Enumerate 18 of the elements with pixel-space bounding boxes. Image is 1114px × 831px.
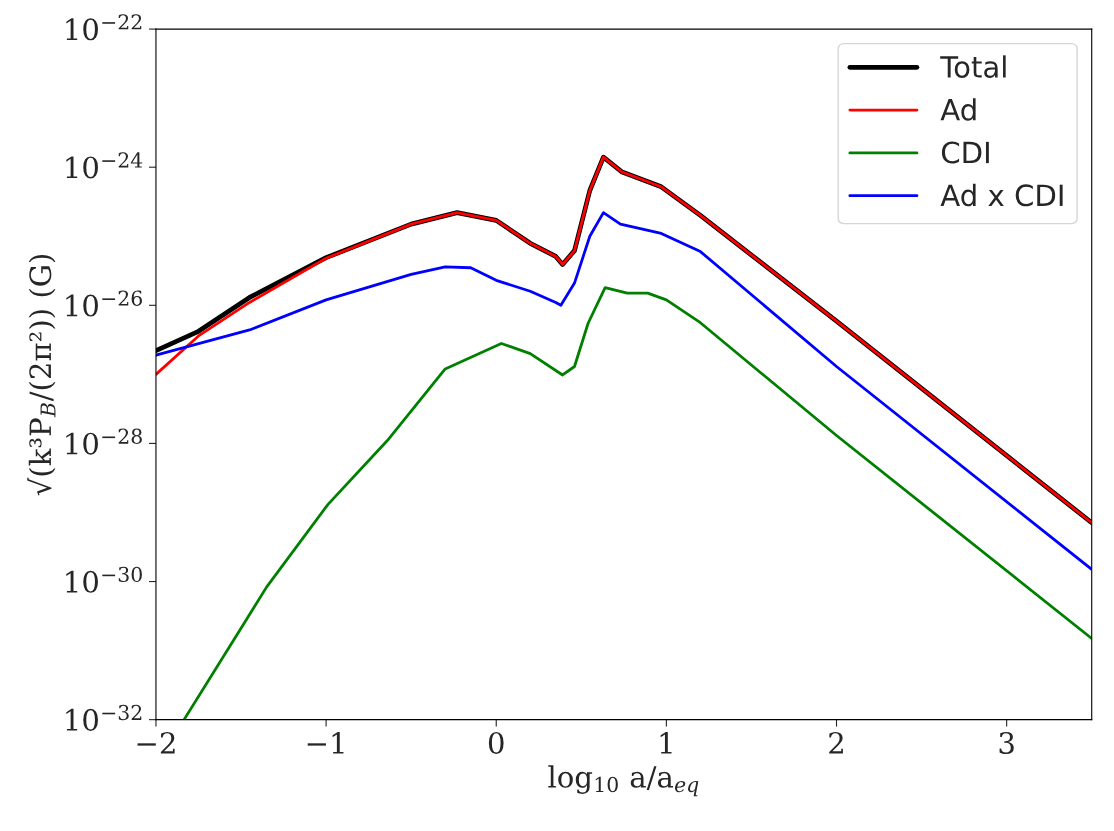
y-axis-title: √(k³P$_{B}$/(2π²)) (G)	[27, 254, 56, 496]
x-tick-label: −2	[137, 731, 175, 754]
y-tick-label: 10$^{−26}$	[66, 290, 142, 317]
x-tick-label: −1	[307, 731, 344, 754]
y-tick-label: 10$^{−30}$	[66, 566, 142, 593]
legend-label: Ad	[940, 98, 976, 121]
x-axis-title: log$_{10}$ a/a$_{eq}$	[548, 765, 699, 797]
y-tick-label: 10$^{−22}$	[66, 14, 142, 41]
legend-label: Total	[940, 55, 1006, 78]
y-tick-label: 10$^{−24}$	[66, 152, 143, 179]
x-tick-label: 2	[829, 731, 843, 754]
x-tick-label: 1	[660, 731, 672, 754]
x-tick-label: 3	[999, 731, 1014, 755]
legend-label: Ad x CDI	[940, 183, 1063, 207]
y-tick-label: 10$^{−32}$	[66, 704, 142, 731]
y-tick-label: 10$^{−28}$	[66, 428, 142, 455]
legend-label: CDI	[941, 141, 989, 164]
x-tick-label: 0	[488, 731, 504, 755]
